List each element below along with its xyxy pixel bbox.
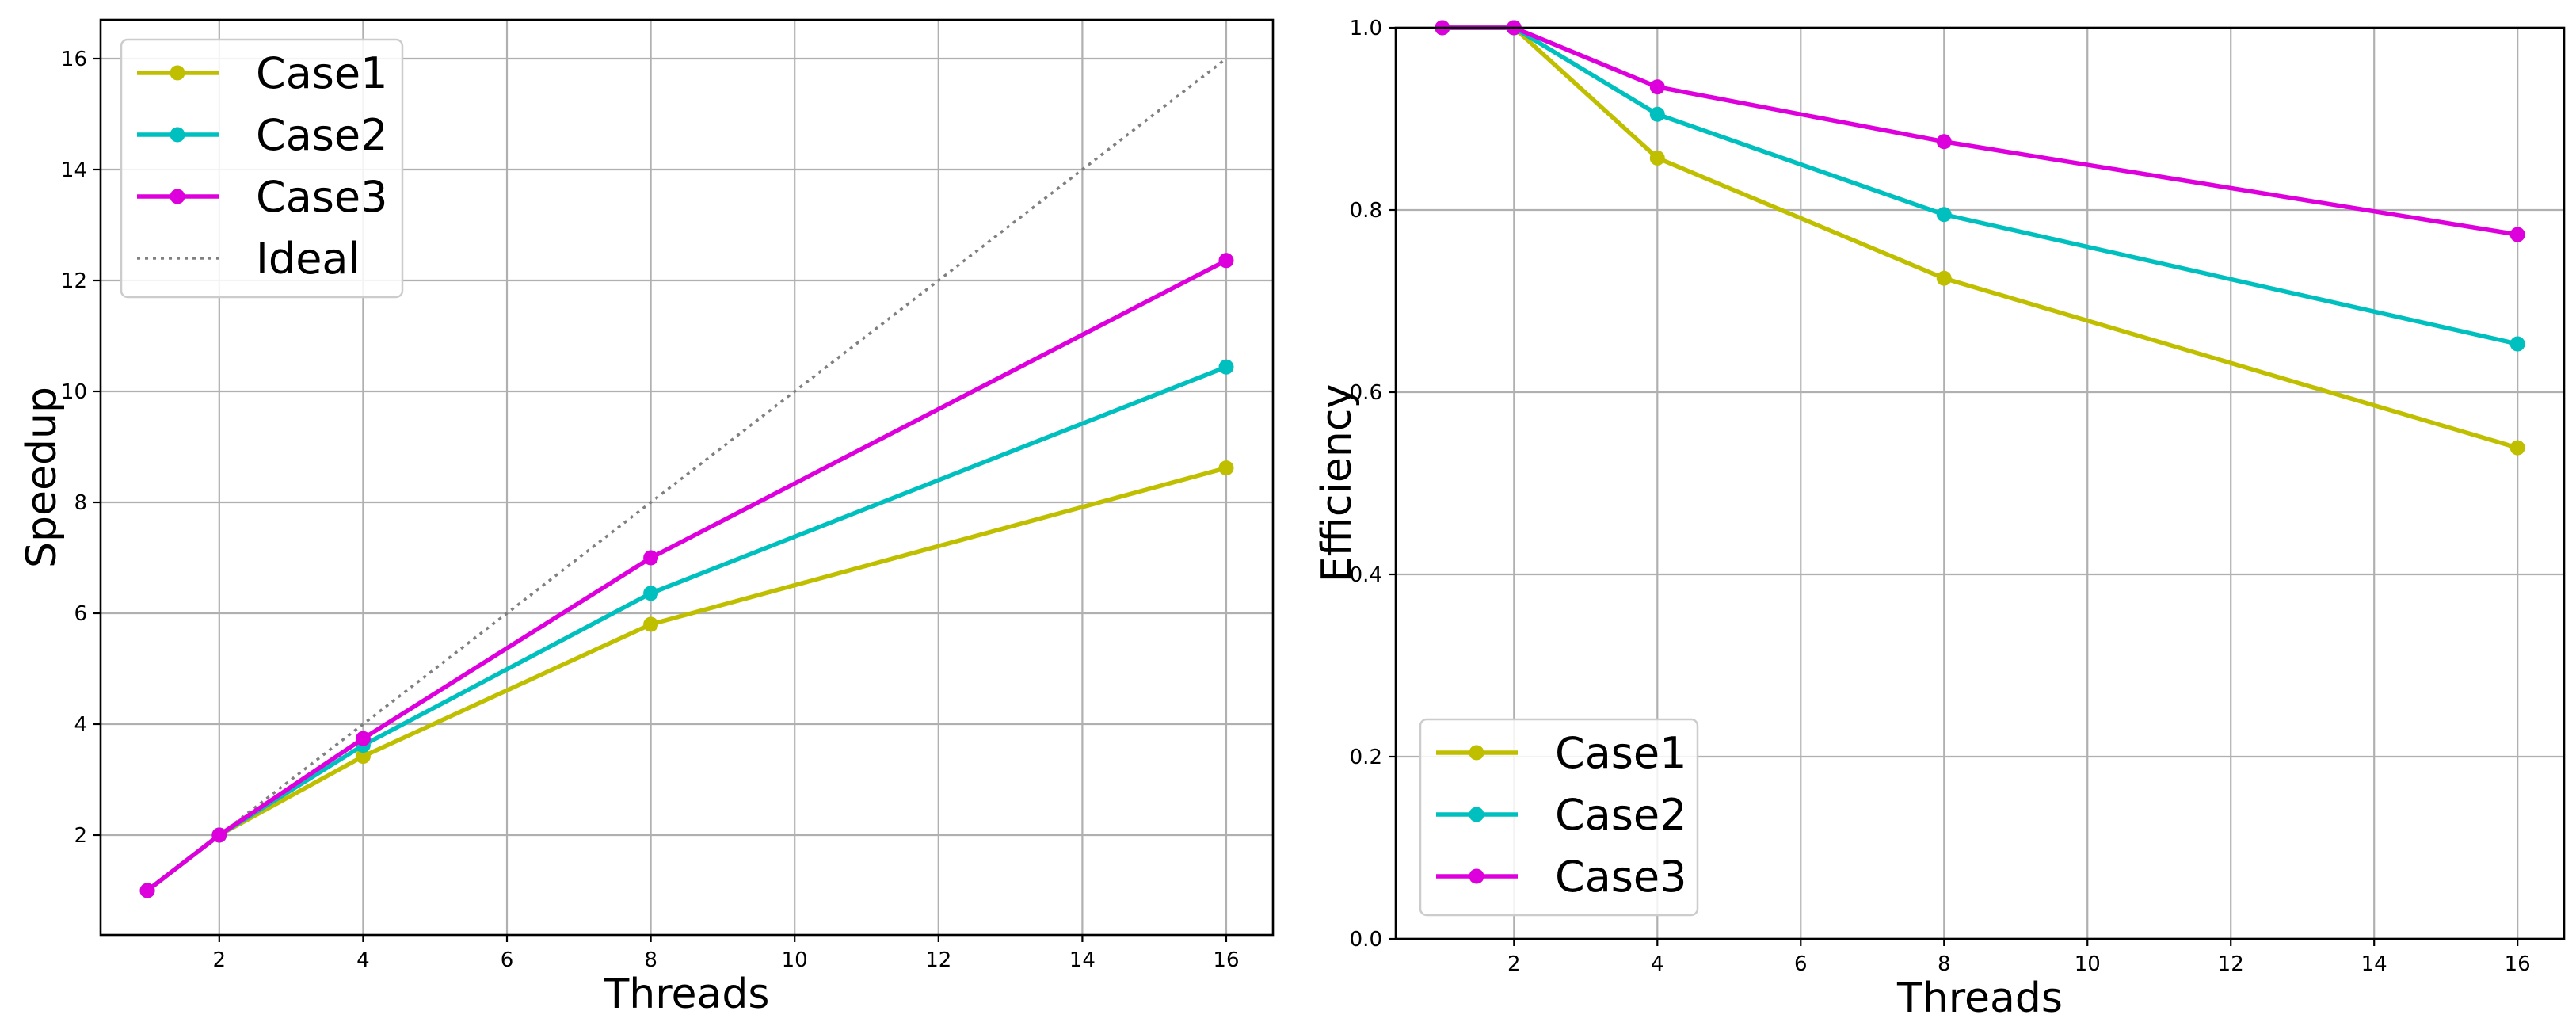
speedup-plot-frame [99, 18, 1275, 937]
x-tick-label: 2 [213, 948, 227, 972]
y-tick-label: 14 [61, 158, 87, 182]
efficiency-ticks: 2 4 6 8 10 12 14 16 0.0 0.2 0.4 0.6 0.8 1.0 [1350, 17, 2531, 976]
x-tick-label: 12 [2218, 952, 2244, 976]
x-tick-label: 16 [1213, 948, 1239, 972]
y-tick-label: 6 [74, 602, 87, 626]
speedup-legend: Case1 Case2 Case3 Ideal [120, 38, 404, 299]
legend-case1-label: Case1 [1555, 728, 1687, 778]
legend-case1-marker [1469, 745, 1484, 761]
x-tick-label: 16 [2505, 952, 2531, 976]
efficiency-legend: Case1 Case2 Case3 [1419, 718, 1699, 917]
speedup-ideal-series [146, 57, 1228, 892]
y-tick-label: 8 [74, 491, 87, 515]
case1-point [1936, 270, 1952, 286]
case1-line [1442, 25, 2518, 450]
legend-case3-marker [1469, 868, 1484, 884]
legend-frame [120, 38, 404, 299]
x-tick-label: 8 [1938, 952, 1951, 976]
legend-case1-label: Case1 [256, 48, 388, 98]
y-tick-label: 0.6 [1350, 381, 1382, 405]
x-tick-label: 10 [782, 948, 808, 972]
speedup-x-axis-label: Threads [604, 971, 770, 1018]
case2-point [1936, 207, 1952, 223]
case2-line [146, 364, 1227, 893]
case3-point [1649, 79, 1665, 95]
case3-point [643, 550, 659, 566]
legend-ideal-label: Ideal [256, 234, 360, 284]
case2-line [1442, 25, 2518, 346]
case3-point [1218, 253, 1234, 269]
legend-frame [1419, 718, 1699, 917]
x-tick-label: 2 [1507, 952, 1521, 976]
y-tick-label: 1.0 [1350, 17, 1382, 40]
ideal-line [146, 57, 1228, 892]
y-tick-label: 0.4 [1350, 563, 1382, 587]
y-tick-label: 0.2 [1350, 746, 1382, 769]
legend-case2-label: Case2 [256, 110, 388, 160]
efficiency-plot-frame [1394, 26, 2566, 940]
legend-case3-marker [170, 189, 185, 204]
case2-point [1218, 359, 1234, 375]
y-tick-label: 2 [74, 824, 87, 848]
case1-point [355, 749, 371, 765]
y-tick-label: 10 [61, 380, 87, 404]
x-tick-label: 4 [1651, 952, 1664, 976]
case1-point [1649, 150, 1665, 166]
x-tick-label: 6 [1794, 952, 1808, 976]
y-tick-label: 12 [61, 269, 87, 293]
efficiency-data-series [1435, 20, 2525, 456]
x-tick-label: 6 [501, 948, 514, 972]
case2-point [2509, 336, 2525, 352]
x-tick-label: 14 [1069, 948, 1096, 972]
case1-line [146, 465, 1227, 893]
case3-point [139, 883, 155, 898]
y-tick-label: 0.8 [1350, 199, 1382, 223]
speedup-chart: 2 4 6 8 10 12 14 16 2 4 6 8 10 12 14 16 Threads Speedup… [18, 18, 1275, 1018]
legend-case2-marker [1469, 807, 1484, 822]
case3-line [146, 258, 1228, 893]
speedup-data-series [139, 253, 1234, 898]
speedup-gridlines [101, 20, 1273, 935]
efficiency-chart: 2 4 6 8 10 12 14 16 0.0 0.2 0.4 0.6 0.8 1.0 Threads E… [1313, 17, 2566, 1022]
legend-case2-marker [170, 127, 185, 143]
x-tick-label: 4 [356, 948, 370, 972]
y-tick-label: 16 [61, 48, 87, 71]
case3-point [211, 827, 227, 843]
case1-point [2509, 440, 2525, 456]
efficiency-x-axis-label: Threads [1896, 975, 2063, 1022]
case3-point [2509, 227, 2525, 242]
case3-point [355, 731, 371, 746]
y-tick-label: 4 [74, 713, 87, 737]
legend-case3-label: Case3 [1555, 852, 1687, 902]
legend-case2-label: Case2 [1555, 790, 1687, 840]
legend-case1-marker [170, 65, 185, 81]
case3-line [1442, 25, 2518, 237]
case1-point [643, 616, 659, 632]
legend-case3-label: Case3 [256, 172, 388, 222]
case1-point [1218, 460, 1234, 476]
case2-point [643, 586, 659, 601]
case3-point [1936, 134, 1952, 150]
x-tick-label: 14 [2361, 952, 2387, 976]
efficiency-y-axis-label: Efficiency [1313, 384, 1361, 582]
case2-point [1649, 106, 1665, 122]
speedup-ticks: 2 4 6 8 10 12 14 16 2 4 6 8 10 12 14 16 [61, 48, 1240, 972]
x-tick-label: 10 [2075, 952, 2101, 976]
x-tick-label: 8 [644, 948, 657, 972]
speedup-y-axis-label: Speedup [18, 387, 66, 568]
y-tick-label: 0.0 [1350, 928, 1382, 952]
x-tick-label: 12 [925, 948, 951, 972]
